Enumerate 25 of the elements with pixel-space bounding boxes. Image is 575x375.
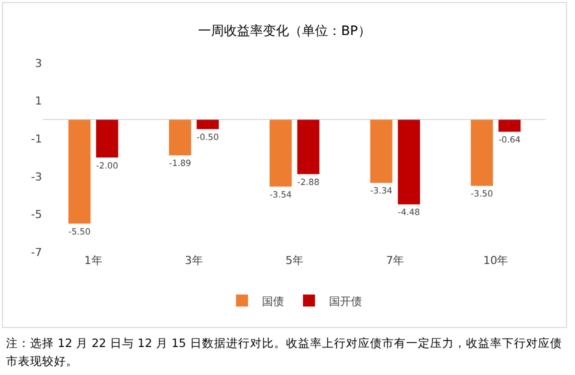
x-tick-label: 7年 — [386, 254, 404, 267]
x-tick-label: 10年 — [483, 254, 508, 267]
data-label: -2.88 — [297, 178, 320, 188]
x-tick-label: 3年 — [184, 254, 203, 267]
data-label: -2.00 — [96, 161, 118, 172]
y-tick-label: 1 — [35, 94, 42, 108]
chart-title: 一周收益率变化（单位：BP） — [198, 22, 371, 39]
y-tick-label: -1 — [31, 132, 42, 146]
x-tick-label: 1年 — [84, 254, 102, 267]
y-tick-label: -7 — [31, 246, 42, 259]
data-label: -5.50 — [68, 227, 91, 238]
legend-label: 国债 — [262, 294, 284, 308]
data-label: -3.34 — [370, 186, 392, 197]
legend-label: 国开债 — [329, 294, 362, 308]
data-label: -3.54 — [270, 190, 292, 200]
data-label: -0.64 — [498, 136, 521, 146]
y-tick-label: 3 — [35, 56, 42, 70]
data-label: -0.50 — [196, 132, 219, 143]
y-tick-label: -3 — [31, 170, 42, 184]
y-tick-label: -5 — [31, 208, 42, 222]
data-label: -3.50 — [470, 190, 493, 200]
text: 注：选择 12 月 22 日与 12 月 15 日数据进行对比。收益率上行对应债市有一定压力，收益率下行对应债市表现较好。 — [6, 335, 563, 370]
data-label: -4.48 — [398, 208, 420, 218]
data-label: -1.89 — [169, 159, 192, 170]
x-tick-label: 5年 — [286, 254, 304, 267]
